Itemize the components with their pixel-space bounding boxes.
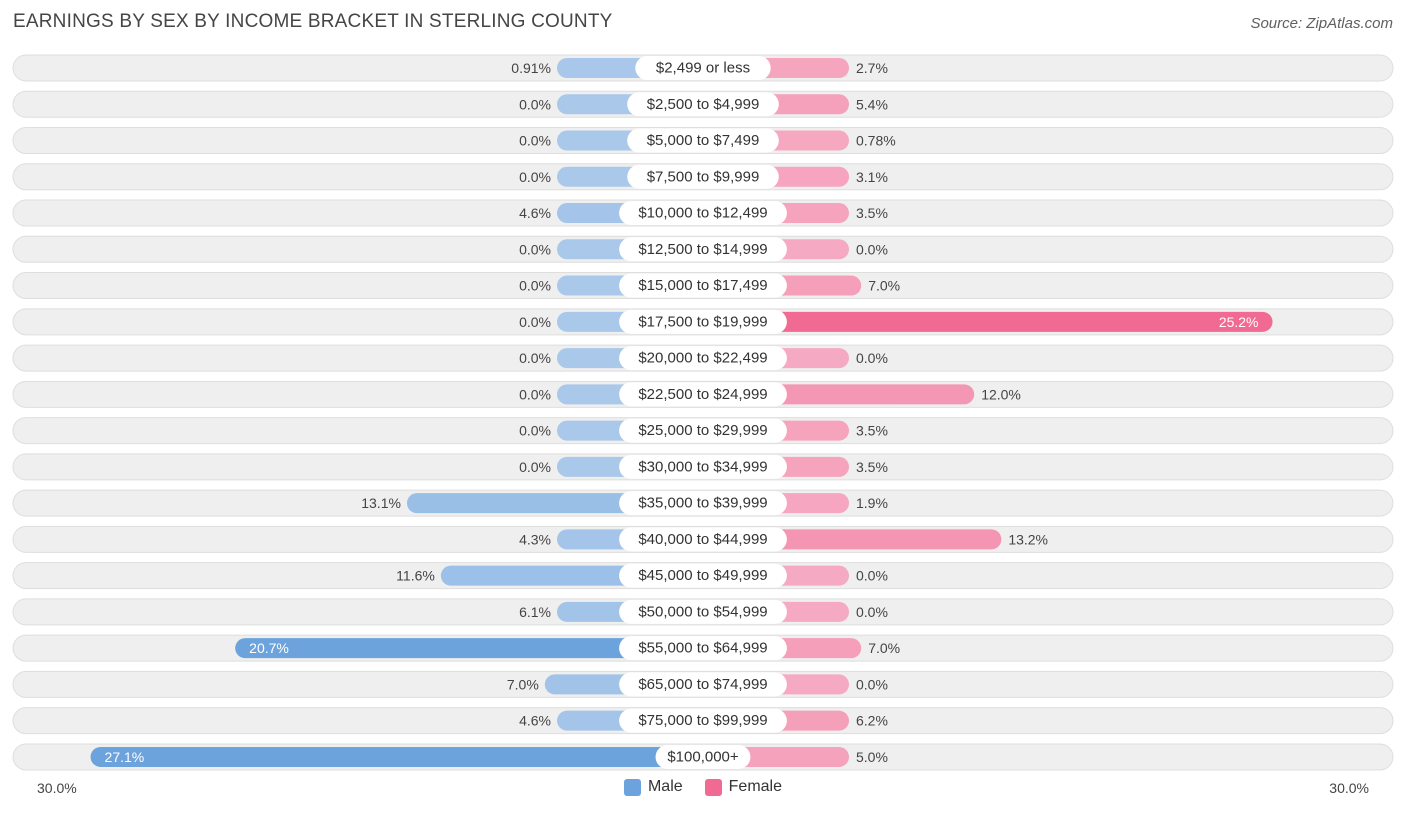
category-label-bg (619, 599, 787, 624)
category-label-bg (619, 491, 787, 516)
value-label-male: 13.1% (361, 495, 401, 511)
bar-male (235, 638, 703, 659)
category-label: $50,000 to $54,999 (638, 603, 767, 620)
value-label-male: 0.0% (519, 169, 551, 185)
value-label-male: 6.1% (519, 604, 551, 620)
value-label-male: 4.3% (519, 531, 551, 547)
value-label-male: 0.0% (519, 133, 551, 149)
category-label-bg (655, 744, 751, 769)
source-credit: Source: ZipAtlas.com (1250, 15, 1393, 32)
axis-left-label: 30.0% (37, 780, 77, 796)
value-label-male: 20.7% (249, 640, 289, 656)
category-label: $55,000 to $64,999 (638, 640, 767, 657)
category-label: $10,000 to $12,499 (638, 205, 767, 222)
value-label-female: 7.0% (868, 640, 900, 656)
category-label-bg (627, 92, 779, 117)
value-label-female: 5.4% (856, 96, 888, 112)
value-label-male: 0.91% (511, 60, 551, 76)
value-label-female: 13.2% (1008, 531, 1048, 547)
axis-right-label: 30.0% (1329, 780, 1369, 796)
category-label: $20,000 to $22,499 (638, 350, 767, 367)
value-label-male: 11.6% (396, 568, 435, 584)
legend-item-male[interactable]: Male (623, 778, 683, 796)
category-label-bg (619, 708, 787, 733)
legend-item-female[interactable]: Female (704, 778, 783, 796)
category-label-bg (619, 237, 787, 262)
value-label-male: 0.0% (519, 314, 551, 330)
category-label: $12,500 to $14,999 (638, 241, 767, 258)
value-label-male: 0.0% (519, 241, 551, 257)
category-label-bg (619, 346, 787, 371)
legend: Male Female (0, 778, 1406, 796)
value-label-male: 0.0% (519, 423, 551, 439)
category-label-bg (619, 527, 787, 552)
bar-female (703, 311, 1273, 332)
chart-title: EARNINGS BY SEX BY INCOME BRACKET IN STE… (13, 11, 613, 32)
value-label-female: 0.0% (856, 604, 888, 620)
value-label-male: 0.0% (519, 459, 551, 475)
value-label-female: 0.0% (856, 241, 888, 257)
category-label-bg (627, 128, 779, 153)
value-label-male: 0.0% (519, 278, 551, 294)
value-label-male: 27.1% (105, 749, 145, 765)
legend-label-male: Male (647, 778, 683, 795)
value-label-female: 7.0% (868, 278, 900, 294)
category-label: $100,000+ (667, 748, 739, 765)
value-label-male: 7.0% (507, 676, 539, 692)
bar-male (90, 746, 704, 767)
category-label-bg (619, 418, 787, 443)
value-label-female: 12.0% (981, 386, 1021, 402)
value-label-female: 3.1% (856, 169, 888, 185)
value-label-female: 0.78% (856, 133, 896, 149)
category-label: $25,000 to $29,999 (638, 422, 767, 439)
legend-swatch-male (623, 778, 641, 796)
value-label-female: 25.2% (1219, 314, 1259, 330)
category-label: $30,000 to $34,999 (638, 458, 767, 475)
category-label: $45,000 to $49,999 (638, 567, 767, 584)
category-label: $5,000 to $7,499 (647, 132, 760, 149)
category-label-bg (619, 636, 787, 661)
category-label-bg (635, 56, 771, 80)
legend-swatch-female (704, 778, 722, 796)
value-label-male: 0.0% (519, 96, 551, 112)
value-label-male: 4.6% (519, 713, 551, 729)
value-label-male: 0.0% (519, 386, 551, 402)
value-label-female: 5.0% (856, 749, 888, 765)
value-label-female: 6.2% (856, 713, 888, 729)
value-label-female: 2.7% (856, 60, 888, 76)
value-label-female: 0.0% (856, 350, 888, 366)
category-label: $17,500 to $19,999 (638, 313, 767, 330)
legend-label-female: Female (728, 778, 783, 795)
value-label-male: 4.6% (519, 205, 551, 221)
value-label-female: 3.5% (856, 423, 888, 439)
category-label-bg (619, 454, 787, 479)
category-label-bg (627, 164, 779, 189)
category-label-bg (619, 273, 787, 298)
value-label-female: 3.5% (856, 205, 888, 221)
category-label: $75,000 to $99,999 (638, 712, 767, 729)
category-label: $2,499 or less (656, 60, 750, 77)
category-label: $22,500 to $24,999 (638, 386, 767, 403)
category-label: $35,000 to $39,999 (638, 495, 767, 512)
category-label: $40,000 to $44,999 (638, 531, 767, 548)
category-label-bg (619, 672, 787, 697)
value-label-male: 0.0% (519, 350, 551, 366)
category-label: $7,500 to $9,999 (647, 168, 760, 185)
value-label-female: 3.5% (856, 459, 888, 475)
category-label: $15,000 to $17,499 (638, 277, 767, 294)
value-label-female: 0.0% (856, 676, 888, 692)
category-label-bg (619, 563, 787, 588)
category-label: $65,000 to $74,999 (638, 676, 767, 693)
category-label: $2,500 to $4,999 (647, 96, 760, 113)
category-label-bg (619, 382, 787, 407)
value-label-female: 0.0% (856, 568, 888, 584)
category-label-bg (619, 309, 787, 334)
value-label-female: 1.9% (856, 495, 888, 511)
category-label-bg (619, 201, 787, 226)
